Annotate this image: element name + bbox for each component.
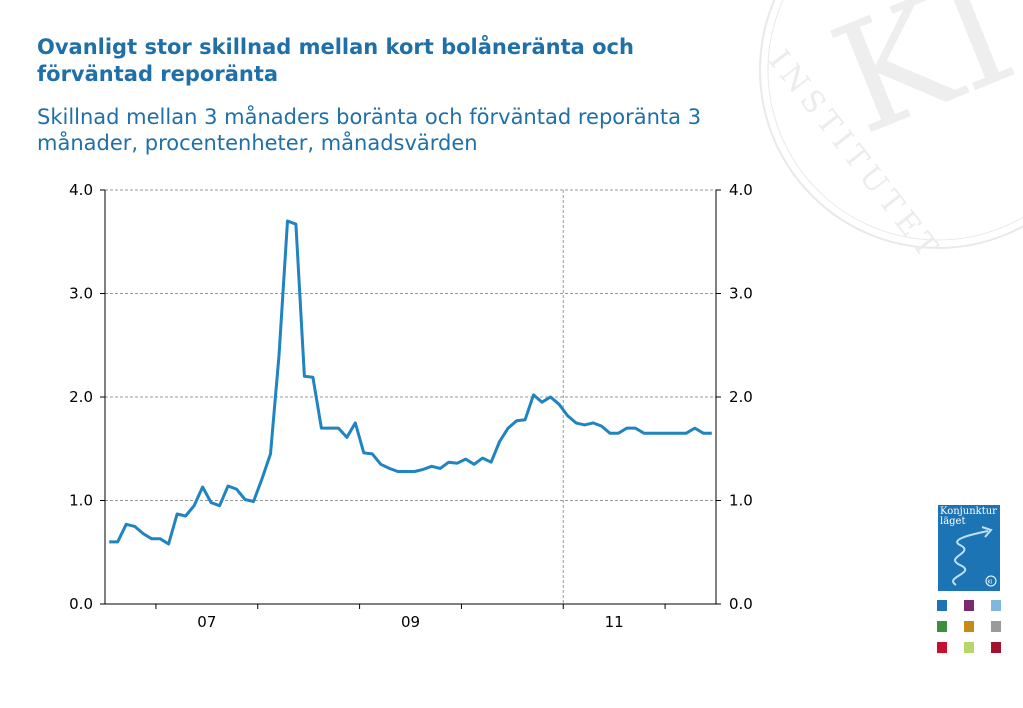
series-layer <box>109 219 712 546</box>
x-tick-label: 09 <box>401 613 420 631</box>
y-tick-label-left: 0.0 <box>69 595 93 613</box>
y-tick-label-left: 1.0 <box>69 492 93 510</box>
chart-subtitle: Skillnad mellan 3 månaders boränta och f… <box>37 105 702 155</box>
y-tick-label-right: 4.0 <box>729 181 753 199</box>
tick-label-layer: 0.0 0.0 1.0 1.0 2.0 2.0 3.0 3.0 4.0 4.0 07 09 11 <box>69 181 753 631</box>
chart-title: Ovanligt stor skillnad mellan kort bolån… <box>37 35 634 86</box>
report-thumbnail <box>991 621 1001 632</box>
y-tick-label-right: 0.0 <box>729 595 753 613</box>
cover-arrow-graphic: KI <box>952 526 997 587</box>
report-cover: Konjunktur läget KI <box>938 505 1000 591</box>
institute-seal-watermark: KI INSTITUTET <box>759 0 1023 260</box>
x-tick-label: 07 <box>197 613 216 631</box>
report-thumbnail <box>991 600 1001 611</box>
y-tick-label-left: 3.0 <box>69 285 93 303</box>
report-thumbnail <box>937 642 947 653</box>
report-thumbnail <box>937 600 947 611</box>
y-tick-label-left: 2.0 <box>69 388 93 406</box>
report-thumbnail <box>991 642 1001 653</box>
report-thumbnail <box>937 621 947 632</box>
report-thumbnail <box>964 600 974 611</box>
report-thumbnails <box>937 600 1003 656</box>
y-tick-label-left: 4.0 <box>69 181 93 199</box>
grid-layer <box>105 189 716 604</box>
x-tick-label: 11 <box>605 613 624 631</box>
y-tick-label-right: 1.0 <box>729 492 753 510</box>
report-thumbnail <box>964 642 974 653</box>
series-line <box>109 219 712 546</box>
y-tick-label-right: 3.0 <box>729 285 753 303</box>
cover-title: Konjunktur läget <box>940 506 997 527</box>
report-thumbnail <box>964 621 974 632</box>
y-tick-label-right: 2.0 <box>729 388 753 406</box>
axis-layer <box>100 189 721 609</box>
cover-badge: KI <box>988 580 993 586</box>
